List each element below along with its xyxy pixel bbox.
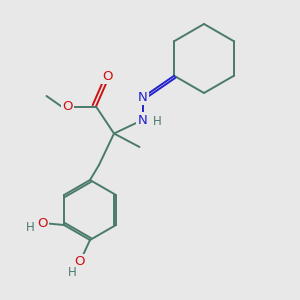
Text: O: O <box>62 100 73 113</box>
Text: H: H <box>153 115 162 128</box>
Text: O: O <box>37 217 48 230</box>
Text: H: H <box>26 220 34 234</box>
Text: N: N <box>138 113 147 127</box>
Text: O: O <box>74 255 85 268</box>
Text: H: H <box>68 266 76 280</box>
Text: N: N <box>138 91 147 104</box>
Text: O: O <box>103 70 113 83</box>
